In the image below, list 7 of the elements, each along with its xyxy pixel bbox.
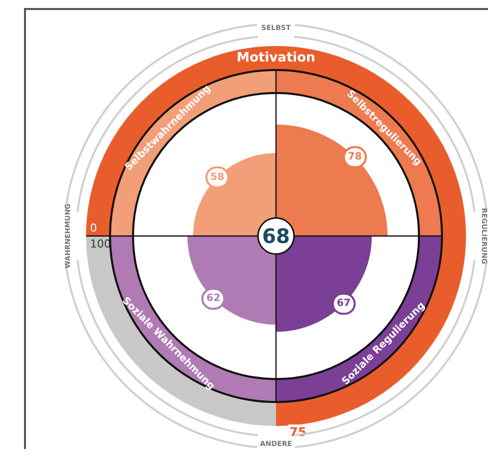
text: 100 [90,238,111,250]
text: 68 [262,224,290,248]
text: 0 [90,222,97,234]
data-label: 58 [210,172,224,183]
slice-label: Motivation [236,50,316,66]
data-label: 67 [336,298,351,310]
data-label: 62 [206,293,220,304]
